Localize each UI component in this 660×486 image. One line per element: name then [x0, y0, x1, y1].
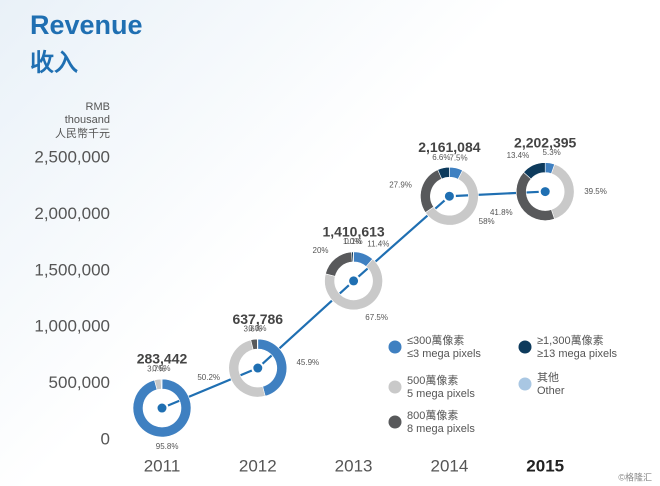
- value-label: 1,410,613: [322, 224, 384, 240]
- y-tick-label: 1,000,000: [34, 317, 110, 336]
- y-tick-label: 2,500,000: [34, 147, 110, 166]
- legend-label: ≤300萬像素: [407, 334, 464, 347]
- legend-label: ≥13 mega pixels: [537, 348, 618, 360]
- donut-segment: [132, 378, 192, 438]
- segment-label: 41.8%: [490, 208, 513, 217]
- x-tick-label: 2014: [430, 456, 468, 475]
- donut-segment: [324, 258, 383, 311]
- segment-label: 67.5%: [365, 313, 388, 322]
- legend-swatch: [388, 380, 402, 394]
- y-axis-label: 人民幣千元: [55, 127, 110, 140]
- segment-label: 1.0%: [343, 237, 361, 246]
- donut-segment: [325, 251, 353, 277]
- legend-swatch: [518, 377, 532, 391]
- segment-label: 58%: [479, 217, 495, 226]
- legend-swatch: [518, 340, 532, 354]
- segment-label: 45.9%: [296, 358, 319, 367]
- value-label: 637,786: [232, 311, 283, 327]
- legend-label: Other: [537, 385, 565, 397]
- y-tick-label: 2,000,000: [34, 204, 110, 223]
- value-label: 2,202,395: [514, 134, 576, 150]
- y-axis-label: thousand: [65, 114, 110, 126]
- segment-label: 0.5%: [152, 364, 170, 373]
- donut-segment: [523, 162, 546, 180]
- segment-label: 11.4%: [367, 239, 389, 248]
- donut-segment: [437, 166, 450, 180]
- legend-label: 800萬像素: [407, 409, 458, 422]
- point: [349, 276, 359, 286]
- chart-subtitle: 收入: [30, 49, 78, 76]
- donut-segment: [550, 163, 575, 220]
- segment-label: 0.3%: [248, 324, 266, 333]
- point: [540, 187, 550, 197]
- point: [253, 363, 263, 373]
- value-label: 2,161,084: [418, 139, 480, 155]
- legend-label: 8 mega pixels: [407, 423, 475, 435]
- legend-label: 5 mega pixels: [407, 388, 475, 400]
- segment-label: 5.3%: [543, 148, 561, 157]
- segment-label: 27.9%: [389, 181, 412, 190]
- y-tick-label: 1,500,000: [34, 260, 110, 279]
- x-tick-label: 2015: [526, 456, 564, 475]
- legend-label: ≥1,300萬像素: [537, 334, 604, 347]
- point: [157, 403, 167, 413]
- segment-label: 50.2%: [197, 373, 220, 382]
- x-tick-label: 2012: [239, 456, 277, 475]
- segment-label: 0.1%: [344, 237, 362, 246]
- donut-segment: [160, 378, 163, 390]
- segment-label: 3.7%: [147, 365, 165, 374]
- legend-label: ≤3 mega pixels: [407, 348, 481, 360]
- x-tick-label: 2011: [144, 456, 181, 475]
- y-tick-label: 500,000: [49, 373, 110, 392]
- segment-label: 7.5%: [449, 153, 467, 162]
- legend-label: 500萬像素: [407, 374, 458, 387]
- y-tick-label: 0: [101, 429, 110, 448]
- y-axis-label: RMB: [86, 101, 110, 113]
- value-label: 283,442: [137, 351, 188, 367]
- segment-label: 13.4%: [507, 151, 530, 160]
- point: [444, 191, 454, 201]
- segment-label: 39.5%: [584, 187, 607, 196]
- segment-label: 6.6%: [432, 153, 450, 162]
- legend-swatch: [388, 340, 402, 354]
- donut-segment: [256, 338, 259, 350]
- segment-label: 20%: [313, 246, 329, 255]
- chart-title: Revenue: [30, 10, 143, 40]
- legend-swatch: [388, 415, 402, 429]
- segment-label: 95.8%: [156, 442, 179, 451]
- segment-label: 3.6%: [244, 325, 262, 334]
- x-tick-label: 2013: [335, 456, 373, 475]
- legend-label: 其他: [537, 371, 559, 384]
- watermark: ©格隆汇: [618, 471, 652, 482]
